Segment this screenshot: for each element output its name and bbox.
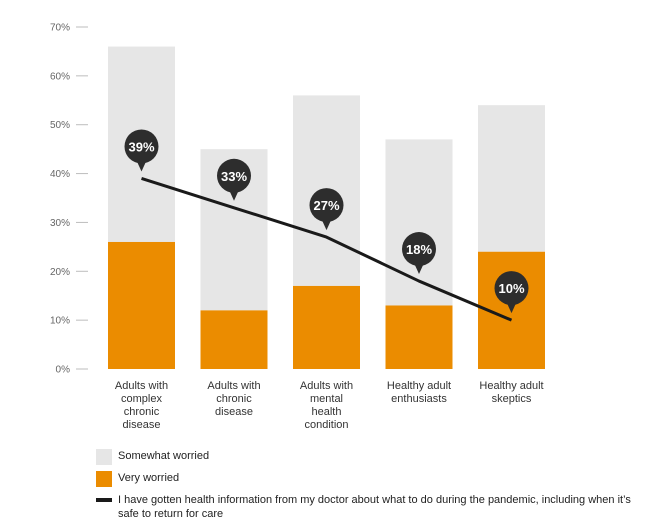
x-label-line-0-3: disease bbox=[123, 419, 161, 431]
y-tick-label-5: 50% bbox=[50, 120, 70, 131]
marker-4: 10% bbox=[494, 271, 529, 314]
marker-label-1: 33% bbox=[221, 169, 247, 184]
value-markers: 39% 33% 27% 18% 10% bbox=[124, 129, 529, 314]
marker-bubble-2 bbox=[309, 188, 344, 223]
marker-label-0: 39% bbox=[128, 139, 154, 154]
stacked-bar-chart: 0%10%20%30%40%50%60%70% 39%33%27%18%10% … bbox=[50, 23, 545, 431]
marker-bubble-0 bbox=[124, 129, 159, 164]
legend-item-very: Very worried bbox=[96, 471, 636, 487]
x-label-line-4-0: Healthy adult bbox=[479, 380, 543, 392]
x-label-0: Adults with complex chronic disease bbox=[115, 380, 168, 431]
x-label-line-3-1: enthusiasts bbox=[391, 393, 447, 405]
x-label-2: Adults with mental health condition bbox=[300, 380, 353, 431]
marker-label-3: 18% bbox=[406, 242, 432, 257]
x-label-line-3-0: Healthy adult bbox=[387, 380, 451, 392]
bar-somewhat-3 bbox=[385, 139, 453, 306]
x-label-line-2-3: condition bbox=[304, 419, 348, 431]
x-label-line-1-2: disease bbox=[215, 406, 253, 418]
x-label-line-0-0: Adults with bbox=[115, 380, 168, 392]
bar-very-2 bbox=[293, 285, 360, 369]
x-label-line-0-2: chronic bbox=[124, 406, 160, 418]
y-tick-label-7: 70% bbox=[50, 23, 70, 34]
legend-label-somewhat: Somewhat worried bbox=[118, 450, 210, 462]
legend-item-line: I have gotten health information from my… bbox=[96, 493, 636, 521]
y-tick-label-1: 10% bbox=[50, 316, 70, 327]
marker-3: 18% bbox=[402, 232, 436, 275]
legend-swatch-somewhat bbox=[96, 449, 112, 465]
x-label-line-2-0: Adults with bbox=[300, 380, 353, 392]
y-tick-label-4: 40% bbox=[50, 169, 70, 180]
legend-swatch-very bbox=[96, 471, 112, 487]
y-tick-label-0: 0% bbox=[56, 365, 71, 376]
bars bbox=[108, 46, 545, 369]
x-label-line-0-1: complex bbox=[121, 393, 162, 405]
marker-label-4: 10% bbox=[498, 281, 524, 296]
y-tick-label-6: 60% bbox=[50, 71, 70, 82]
bar-very-1 bbox=[200, 310, 268, 369]
x-label-line-1-1: chronic bbox=[216, 393, 252, 405]
x-label-line-4-1: skeptics bbox=[492, 393, 532, 405]
bar-very-0 bbox=[108, 241, 175, 369]
y-tick-label-3: 30% bbox=[50, 218, 70, 229]
y-axis: 0% 10% 20% 30% 40% 50% 60% 70% bbox=[50, 23, 88, 376]
marker-label-2: 27% bbox=[313, 198, 339, 213]
marker-bubble-3 bbox=[402, 232, 436, 267]
x-label-4: Healthy adult skeptics bbox=[479, 380, 543, 405]
x-label-line-2-2: health bbox=[312, 406, 342, 418]
legend-swatch-line bbox=[96, 498, 112, 502]
marker-0: 39% bbox=[124, 129, 159, 172]
x-label-line-2-1: mental bbox=[310, 393, 343, 405]
trend-line bbox=[141, 177, 513, 322]
legend-label-line: I have gotten health information from my… bbox=[118, 494, 631, 520]
x-label-3: Healthy adult enthusiasts bbox=[387, 380, 451, 405]
y-tick-label-2: 20% bbox=[50, 267, 70, 278]
bar-somewhat-4 bbox=[478, 105, 545, 252]
legend-item-somewhat: Somewhat worried bbox=[96, 449, 636, 465]
x-label-line-1-0: Adults with bbox=[207, 380, 260, 392]
legend-label-very: Very worried bbox=[118, 472, 180, 484]
marker-1: 33% bbox=[217, 158, 251, 201]
x-label-1: Adults with chronic disease bbox=[207, 380, 260, 418]
bar-very-3 bbox=[385, 305, 453, 369]
marker-bubble-1 bbox=[217, 158, 251, 193]
marker-2: 27% bbox=[309, 188, 344, 231]
trend-line-layer bbox=[141, 177, 513, 322]
legend: Somewhat worried Very worried I have got… bbox=[96, 449, 636, 527]
marker-bubble-4 bbox=[494, 271, 529, 306]
